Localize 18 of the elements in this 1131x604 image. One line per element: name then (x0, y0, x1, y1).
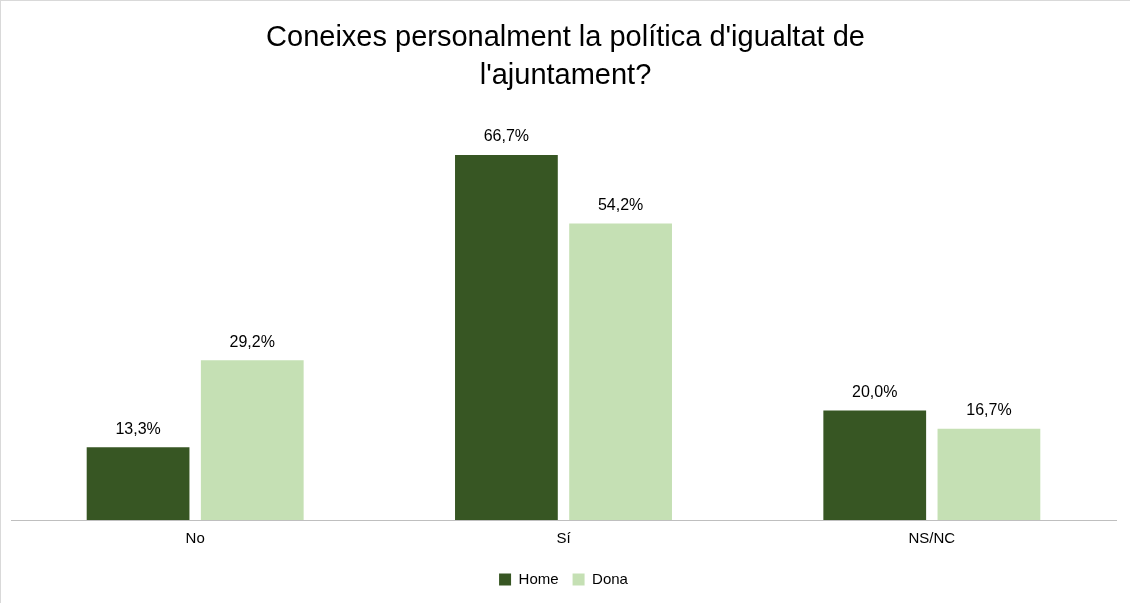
x-tick-label: No (185, 529, 205, 547)
data-label: 54,2% (597, 195, 644, 213)
x-tick-label: NS/NC (908, 529, 956, 547)
data-label: 20,0% (852, 382, 898, 400)
data-label: 29,2% (229, 332, 275, 350)
bar (937, 428, 1041, 520)
bar (823, 410, 927, 520)
data-label: 13,3% (115, 419, 161, 437)
bar (455, 155, 558, 520)
bar (200, 360, 304, 520)
legend-label: Dona (592, 569, 629, 587)
data-label: 66,7% (483, 127, 530, 145)
chart-title: Coneixes personalment la política d'igualtat de l'ajuntament? (265, 19, 866, 92)
x-tick-label: Sí (556, 529, 572, 547)
legend-label: Home (518, 569, 559, 587)
bar (86, 447, 190, 520)
data-label: 16,7% (966, 401, 1012, 419)
bar (569, 223, 672, 520)
